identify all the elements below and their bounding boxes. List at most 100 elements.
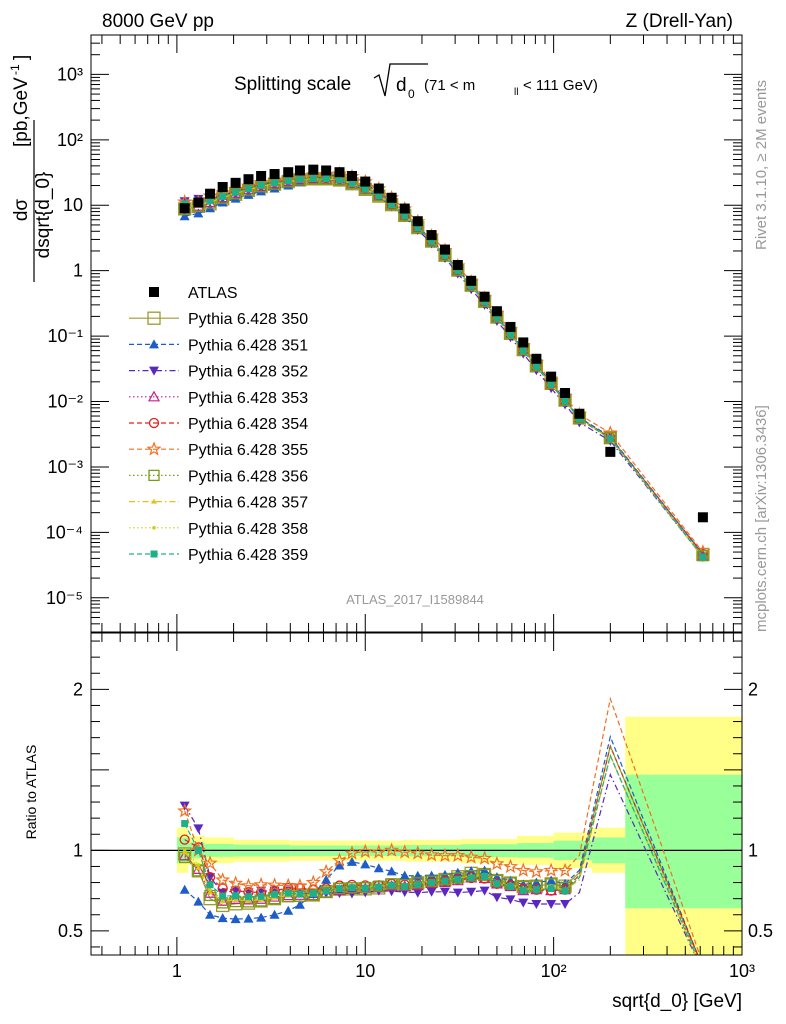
ratio-point [205,909,216,919]
ratio-point [305,874,321,890]
ratio-point [441,877,449,885]
ratio-point [271,890,279,898]
data-point [269,169,280,180]
data-point [491,306,502,317]
ratio-point [195,864,202,870]
ratio-point [546,900,557,910]
ratio-series-layer [177,696,701,955]
series-main [179,164,708,523]
data-point [604,432,616,444]
data-point [414,224,422,232]
legend-label: ATLAS [188,285,238,302]
legend-item: Pythia 6.428 356 [129,468,308,485]
legend-label: Pythia 6.428 359 [188,547,308,564]
y-tick-label: 10⁻² [47,392,83,412]
ratio-point [454,875,462,883]
ratio-point [182,848,187,853]
ratio-point [280,877,296,893]
data-point [294,165,305,176]
data-point [466,275,477,286]
data-point [412,216,423,227]
data-point [243,189,254,199]
main-y-axis: 10⁻⁵ 10⁻⁴ 10⁻³ 10⁻² 10⁻¹ 1 10 10² 10³ [46,34,742,633]
data-point [426,230,437,241]
data-point [386,192,397,203]
legend-marker [148,417,160,429]
data-point [546,371,557,382]
ratio-point [399,870,410,880]
data-point [346,170,357,181]
ratio-point [230,886,241,896]
ratio-point [481,873,489,881]
ratio-point [192,863,205,874]
data-point [428,237,436,245]
ratio-point [493,880,501,888]
ratio-point [309,890,317,898]
data-point [205,188,216,199]
y-tick-label: 10² [57,130,83,150]
legend-item: Pythia 6.428 352 [129,364,308,381]
ratio-point [344,845,360,860]
x-tick-label: 1 [172,961,182,981]
uncertainty-band-bin [625,774,742,909]
data-point [399,203,410,214]
ratio-panel: 0.5 0.5 1 1 2 2 1 10 10² 10³ Ratio to ATLAS sqrt… [23,632,773,1012]
ratio-point [321,874,332,884]
ratio-point [502,858,519,874]
legend-marker [150,550,158,558]
ratio-point [336,885,344,893]
data-point [531,353,542,364]
data-point [232,188,240,196]
ratio-point [452,872,464,884]
ratio-point [505,875,516,885]
ratio-point [424,847,440,862]
ratio-point [452,888,463,898]
data-point [481,298,489,306]
data-point [439,244,450,255]
ratio-point [360,859,371,869]
ratio-point [384,842,400,857]
data-point [401,212,409,220]
data-point [361,185,369,193]
ratio-point [283,905,294,915]
plot-title: Splitting scale d 0 (71 < m ll < 111 GeV… [234,63,598,101]
ratio-point [546,875,557,885]
series-ratio-line [184,753,697,955]
ratio-point [253,876,269,892]
data-point [193,197,204,208]
legend-label: Pythia 6.428 353 [188,390,308,407]
ratio-point [412,888,423,898]
ratio-point [412,877,424,889]
legend-marker [149,366,159,376]
data-point [532,363,540,371]
data-point [561,397,569,405]
series-ratio-line [184,753,697,955]
legend-item: Pythia 6.428 351 [129,337,308,354]
legend-label: Pythia 6.428 352 [188,364,308,381]
data-point [441,252,449,260]
header-left: 8000 GeV pp [102,11,214,32]
sqrt-sign [373,63,428,97]
analysis-watermark: ATLAS_2017_I1589844 [346,592,484,607]
ratio-point [518,898,529,908]
ratio-point [463,849,479,864]
legend-label: Pythia 6.428 354 [188,416,308,433]
ratio-point [194,846,202,854]
ratio-point [531,877,542,887]
data-point [452,260,463,271]
ratio-point [204,887,217,898]
legend-marker [148,469,160,482]
ratio-point [215,872,231,887]
ylabel-denominator: dsqrt{d_0} [33,172,54,259]
ratio-point [375,883,383,891]
data-point [256,170,267,181]
title-range-sub: ll [514,87,518,98]
legend-marker [147,311,161,325]
legend-item: Pythia 6.428 357 [129,495,308,512]
title-range-post: < 111 GeV) [523,77,598,94]
ylabel-unit-exp: -1 [8,64,22,75]
legend-item: Pythia 6.428 354 [129,416,308,433]
ratio-point [489,855,505,871]
ratio-point [292,878,308,893]
